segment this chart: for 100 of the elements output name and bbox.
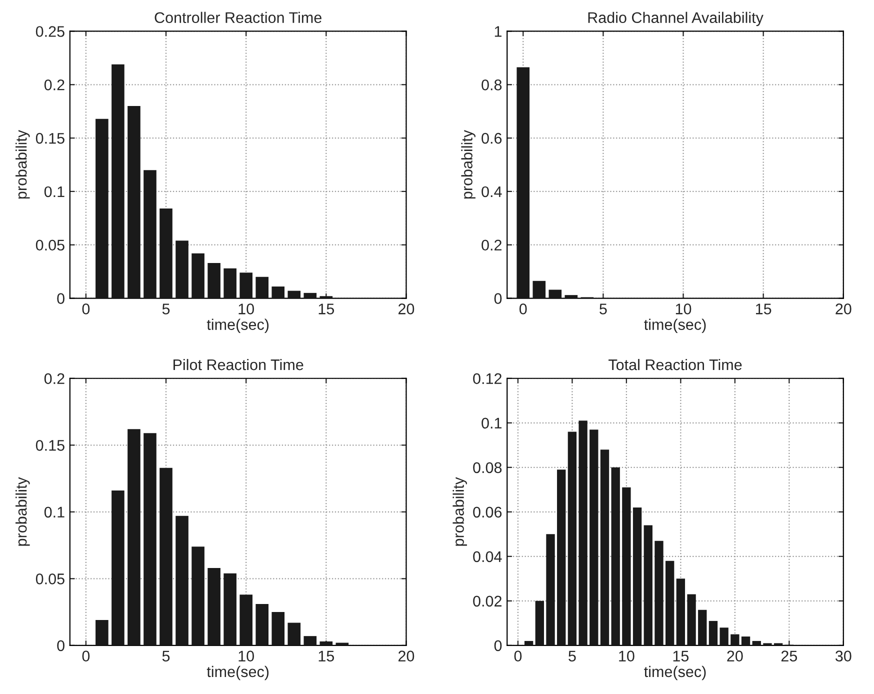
y-tick-label: 0.2 [44, 373, 64, 384]
y-tick-label: 0.8 [482, 80, 502, 90]
y-tick-label: 0.1 [44, 186, 64, 198]
x-tick-label: 0 [514, 650, 522, 662]
bar [720, 628, 728, 646]
y-tick-label: 1 [494, 26, 502, 37]
x-tick-label: 0 [82, 650, 90, 662]
y-tick-label: 0.12 [473, 373, 502, 384]
bar [548, 290, 562, 298]
x-tick-label: 5 [162, 304, 170, 314]
bar [112, 490, 124, 646]
bar [524, 640, 534, 646]
bar [128, 429, 140, 646]
bar [546, 534, 555, 646]
bar [611, 467, 620, 646]
x-tick-label: 20 [727, 650, 743, 662]
x-tick-label: 15 [318, 304, 334, 314]
x-tick-label: 5 [568, 650, 576, 662]
y-axis-title: probability [452, 477, 467, 546]
bar [160, 468, 172, 646]
x-tick-label: 15 [673, 650, 689, 662]
y-tick-label: 0.06 [473, 506, 502, 518]
bar [208, 263, 220, 298]
y-tick-label: 0 [57, 640, 64, 652]
bar [192, 546, 204, 646]
bar [256, 276, 268, 298]
bar [590, 430, 598, 646]
y-tick-label: 0.05 [36, 240, 64, 251]
y-tick-label: 0 [57, 293, 64, 304]
y-tick-label: 0.1 [44, 506, 64, 518]
x-tick-label: 20 [398, 304, 414, 314]
bar [304, 636, 317, 646]
x-tick-label: 15 [756, 304, 772, 314]
y-tick-label: 0.08 [473, 462, 502, 474]
y-axis-title: probability [16, 130, 30, 199]
chart-title: Total Reaction Time [608, 358, 742, 370]
bar [176, 240, 188, 298]
bar [752, 640, 761, 646]
x-axis-title: time(sec) [644, 666, 706, 680]
bar [240, 594, 252, 646]
y-tick-label: 0.4 [482, 186, 502, 198]
bar [564, 295, 578, 298]
y-tick-label: 0 [494, 640, 502, 652]
bar [240, 272, 252, 298]
bar [557, 470, 566, 646]
bar [144, 170, 156, 298]
x-tick-label: 20 [398, 650, 414, 662]
bar [632, 507, 642, 646]
bar [96, 118, 108, 298]
y-tick-label: 0.05 [36, 574, 64, 584]
y-tick-label: 0.02 [473, 596, 502, 607]
bar [144, 433, 156, 646]
bar [665, 560, 674, 646]
bar [568, 432, 577, 646]
chart-title: Controller Reaction Time [154, 12, 322, 24]
y-tick-label: 0.2 [44, 80, 64, 90]
y-tick-label: 0.25 [36, 26, 64, 37]
bar [176, 516, 188, 646]
x-tick-label: 10 [619, 650, 634, 662]
x-tick-label: 10 [238, 650, 254, 662]
chart-title: Pilot Reaction Time [174, 358, 304, 370]
x-tick-label: 10 [676, 304, 692, 314]
x-axis-title: time(sec) [644, 318, 706, 333]
x-axis-title: time(sec) [206, 666, 269, 680]
y-axis-title: probability [461, 130, 476, 199]
y-tick-label: 0.1 [482, 418, 502, 429]
y-tick-label: 0.15 [36, 132, 64, 144]
bar [741, 636, 750, 646]
bar [272, 612, 285, 646]
bar [208, 568, 220, 646]
bar [224, 268, 236, 298]
bar [128, 106, 140, 298]
bar [676, 578, 686, 646]
bar [224, 573, 236, 646]
bar [708, 620, 718, 646]
bar [192, 253, 204, 298]
x-tick-label: 10 [238, 304, 254, 314]
bar [578, 420, 588, 646]
y-axis-title: probability [16, 477, 30, 546]
x-tick-label: 5 [162, 650, 170, 662]
chart-title: Radio Channel Availability [588, 12, 764, 26]
y-tick-label: 0.15 [36, 440, 64, 451]
x-tick-label: 5 [600, 304, 607, 314]
bar [288, 622, 301, 646]
bar [532, 280, 546, 298]
y-tick-label: 0.2 [482, 240, 502, 251]
bar [730, 634, 740, 646]
bar [336, 642, 349, 646]
bar [644, 525, 652, 646]
x-tick-label: 0 [82, 304, 90, 314]
bar [622, 487, 631, 646]
bar [698, 610, 707, 646]
x-tick-label: 30 [835, 650, 852, 662]
bar [320, 641, 333, 646]
bar [600, 450, 610, 646]
bar [288, 290, 301, 298]
bar [160, 208, 172, 298]
bar [535, 600, 544, 646]
x-tick-label: 0 [519, 304, 527, 314]
bar [272, 286, 285, 298]
